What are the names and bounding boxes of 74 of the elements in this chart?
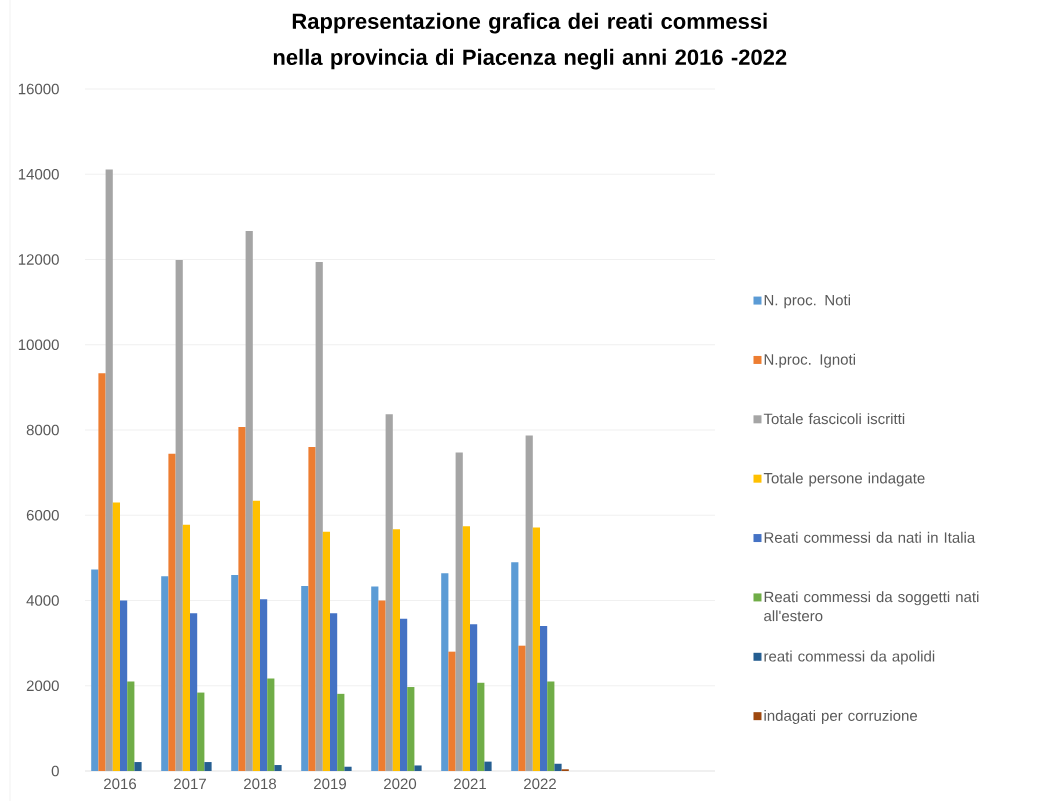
bar xyxy=(407,687,415,771)
bar xyxy=(448,651,456,771)
bar xyxy=(441,573,449,771)
x-tick-label: 2020 xyxy=(384,778,417,790)
legend-label: Reati commessi da nati in Italia xyxy=(764,531,976,543)
bar xyxy=(518,645,526,771)
bar xyxy=(105,169,113,771)
legend-label: reati commessi da apolidi xyxy=(764,650,935,665)
legend-label: N. proc. Noti xyxy=(764,294,850,309)
bar xyxy=(400,618,408,771)
bar xyxy=(204,762,212,771)
bar xyxy=(414,765,422,771)
bar xyxy=(175,259,183,771)
bar xyxy=(238,427,246,771)
bar xyxy=(231,574,239,771)
x-tick-label: 2016 xyxy=(104,778,137,790)
bar xyxy=(127,681,135,771)
bar xyxy=(385,414,393,771)
bar xyxy=(182,524,191,771)
bar xyxy=(315,262,323,771)
bar xyxy=(330,613,338,771)
bar xyxy=(392,529,400,771)
bar xyxy=(322,531,331,771)
y-tick-label: 6000 xyxy=(26,509,59,521)
bar xyxy=(308,447,316,771)
bar xyxy=(532,527,541,771)
bar xyxy=(547,681,555,771)
legend-label: Totale fascicoli iscritti xyxy=(763,413,905,425)
bar xyxy=(260,599,268,771)
x-tick-label: 2017 xyxy=(174,778,206,790)
bar xyxy=(470,624,478,771)
x-tick-label: 2018 xyxy=(244,778,277,790)
bar xyxy=(484,761,492,771)
x-tick-label: 2022 xyxy=(524,778,556,790)
bar xyxy=(525,435,533,771)
bar xyxy=(371,586,379,771)
y-tick-label: 10000 xyxy=(18,339,59,351)
bar xyxy=(245,230,253,771)
y-tick-label: 14000 xyxy=(18,168,59,180)
bar xyxy=(378,600,386,771)
bar xyxy=(337,693,345,771)
bar xyxy=(168,453,176,771)
bar xyxy=(455,452,463,771)
bar xyxy=(252,500,261,771)
bar xyxy=(267,678,275,771)
legend-label: Reati commessi da soggetti nati all'estero xyxy=(764,591,979,622)
y-tick-label: 4000 xyxy=(26,595,59,606)
bar xyxy=(197,692,205,771)
bar xyxy=(98,373,106,771)
y-tick-label: 2000 xyxy=(26,680,59,692)
bar xyxy=(344,766,352,771)
bar xyxy=(477,682,485,771)
bar xyxy=(91,569,99,771)
bar xyxy=(462,526,470,771)
bar xyxy=(554,763,562,771)
bar xyxy=(190,613,198,771)
bar xyxy=(301,586,309,771)
y-tick-label: 0 xyxy=(51,765,59,777)
bar xyxy=(134,762,142,771)
bar xyxy=(274,765,282,771)
chart-title: Rappresentazione grafica dei reati commessi nella provincia di Piacenza negli anni 2016 -2022 xyxy=(273,12,787,70)
x-tick-label: 2019 xyxy=(314,778,346,790)
bar xyxy=(511,562,519,771)
bar xyxy=(161,576,169,771)
legend-label: Totale persone indagate xyxy=(763,472,925,487)
bar xyxy=(120,600,128,771)
legend-label: N.proc. Ignoti xyxy=(764,353,855,368)
x-tick-label: 2021 xyxy=(454,778,486,790)
bar xyxy=(112,502,120,771)
legend-label: indagati per corruzione xyxy=(764,709,918,724)
y-tick-label: 16000 xyxy=(18,83,59,95)
bar xyxy=(540,626,548,771)
y-tick-label: 12000 xyxy=(18,254,59,265)
y-tick-label: 8000 xyxy=(26,424,59,436)
